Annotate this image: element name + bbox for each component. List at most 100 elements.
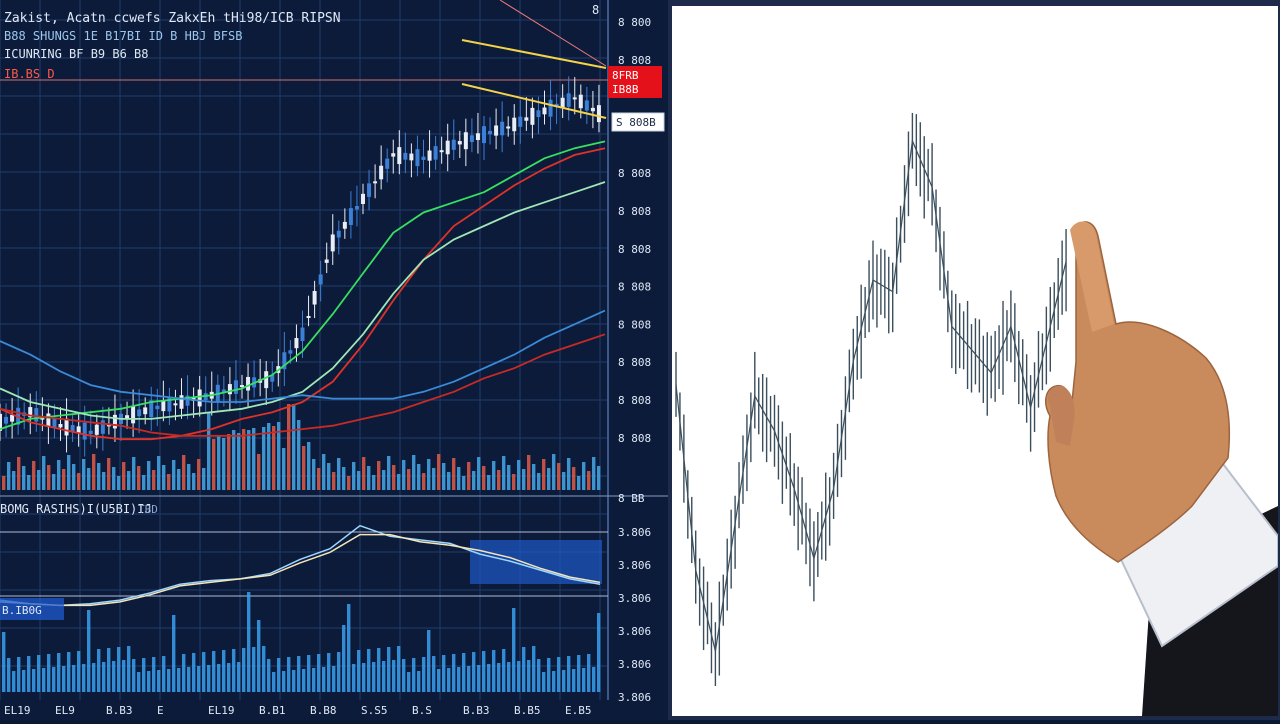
volume-bar bbox=[597, 466, 601, 490]
candle-body bbox=[34, 408, 39, 422]
whiteboard-trend-line bbox=[675, 138, 1067, 652]
indicator-bar bbox=[57, 653, 61, 692]
volume-bar bbox=[97, 463, 101, 490]
indicator-bar bbox=[427, 630, 431, 692]
indicator-bar bbox=[347, 604, 351, 692]
candle-body bbox=[524, 117, 529, 121]
lower-tick-label: 3.806 bbox=[618, 625, 651, 638]
candle-body bbox=[421, 156, 426, 160]
candle-body bbox=[500, 121, 505, 136]
indicator-bar bbox=[87, 610, 91, 692]
volume-bar bbox=[7, 462, 11, 490]
pointing-hand bbox=[1044, 221, 1279, 716]
volume-bar bbox=[462, 476, 466, 490]
volume-bar bbox=[62, 469, 66, 490]
volume-bar bbox=[482, 466, 486, 490]
candle-body bbox=[475, 133, 480, 141]
volume-bar bbox=[492, 461, 496, 490]
volume-bar bbox=[367, 466, 371, 490]
indicator-bar bbox=[177, 668, 181, 692]
candle-body bbox=[560, 97, 565, 108]
indicator-bar bbox=[337, 652, 341, 692]
candle-body bbox=[143, 407, 148, 415]
indicator-bar bbox=[12, 671, 16, 692]
header-line-2: B88 SHUNGS 1E B17BI ID B HBJ BFSB bbox=[4, 29, 242, 43]
indicator-bar bbox=[167, 669, 171, 692]
indicator-bar bbox=[387, 647, 391, 692]
indicator-bar bbox=[77, 651, 81, 692]
volume-bar bbox=[212, 439, 216, 490]
price-tick-label: 8 808 bbox=[618, 54, 651, 67]
price-candles bbox=[0, 76, 601, 457]
indicator-bar bbox=[112, 661, 116, 692]
indicator-bar bbox=[352, 664, 356, 692]
indicator-bar bbox=[172, 615, 176, 692]
indicator-bar bbox=[372, 662, 376, 692]
header-line-3: ICUNRING BF B9 B6 B8 bbox=[4, 47, 149, 61]
volume-bar bbox=[472, 471, 476, 490]
volume-bars bbox=[2, 404, 601, 490]
indicator-bar bbox=[102, 662, 106, 692]
volume-bar bbox=[452, 458, 456, 490]
indicator-line bbox=[0, 524, 601, 607]
indicator-bar bbox=[442, 655, 446, 692]
candle-body bbox=[155, 405, 160, 410]
volume-bar bbox=[372, 475, 376, 490]
indicator-bar bbox=[377, 648, 381, 692]
moving-average-lines bbox=[0, 0, 607, 441]
candle-body bbox=[506, 126, 511, 129]
indicator-bar bbox=[457, 667, 461, 692]
indicator-bar bbox=[332, 666, 336, 692]
volume-bar bbox=[537, 473, 541, 490]
volume-bar bbox=[382, 470, 386, 490]
indicator-bar bbox=[357, 650, 361, 692]
indicator-bar bbox=[212, 651, 216, 692]
indicator-bar bbox=[32, 669, 36, 692]
indicator-bar bbox=[192, 653, 196, 692]
indicator-bar bbox=[402, 659, 406, 692]
pattern-upper-line bbox=[461, 39, 607, 69]
volume-bar bbox=[232, 430, 236, 490]
date-tick-label: EL19 bbox=[4, 704, 31, 717]
indicator-bar bbox=[72, 665, 76, 692]
indicator-bar bbox=[482, 651, 486, 692]
indicator-bar bbox=[492, 650, 496, 692]
volume-bar bbox=[187, 464, 191, 490]
candle-body bbox=[367, 183, 372, 197]
indicator-bar bbox=[452, 654, 456, 692]
indicator-bar bbox=[537, 659, 541, 692]
candle-body bbox=[76, 426, 81, 434]
candle-body bbox=[173, 403, 178, 406]
price-axis-top-label: 8 bbox=[592, 3, 599, 17]
volume-bar bbox=[237, 433, 241, 490]
indicator-bar bbox=[417, 671, 421, 692]
indicator-bar bbox=[22, 670, 26, 692]
candle-body bbox=[548, 99, 553, 117]
volume-bar bbox=[397, 474, 401, 490]
lower-tick-label: 3.806 bbox=[618, 559, 651, 572]
volume-bar bbox=[92, 454, 96, 490]
candle-body bbox=[100, 420, 105, 434]
price-tick-label: 8 800 bbox=[618, 16, 651, 29]
candle-body bbox=[415, 149, 420, 167]
candle-body bbox=[336, 230, 341, 238]
indicator-bar bbox=[152, 657, 156, 692]
volume-bar bbox=[362, 457, 366, 490]
candle-body bbox=[46, 413, 51, 428]
volume-bar bbox=[572, 467, 576, 490]
volume-bar bbox=[387, 456, 391, 490]
candle-body bbox=[294, 338, 299, 349]
price-axis: 8 800 8 808 8 808 8 808 8 808 8 808 8 808 8 808… bbox=[618, 16, 651, 704]
price-tick-label: 8 808 bbox=[618, 243, 651, 256]
candle-body bbox=[167, 397, 172, 412]
volume-bar bbox=[437, 454, 441, 490]
indicator-bar bbox=[437, 669, 441, 692]
indicator-bar bbox=[157, 670, 161, 692]
candle-body bbox=[52, 417, 57, 429]
candle-body bbox=[179, 395, 184, 409]
candle-body bbox=[403, 152, 408, 160]
indicator-fill-area bbox=[470, 540, 602, 584]
candle-body bbox=[397, 147, 402, 165]
price-tick-label: 8 808 bbox=[618, 318, 651, 331]
date-tick-label: B.B3 bbox=[463, 704, 490, 717]
